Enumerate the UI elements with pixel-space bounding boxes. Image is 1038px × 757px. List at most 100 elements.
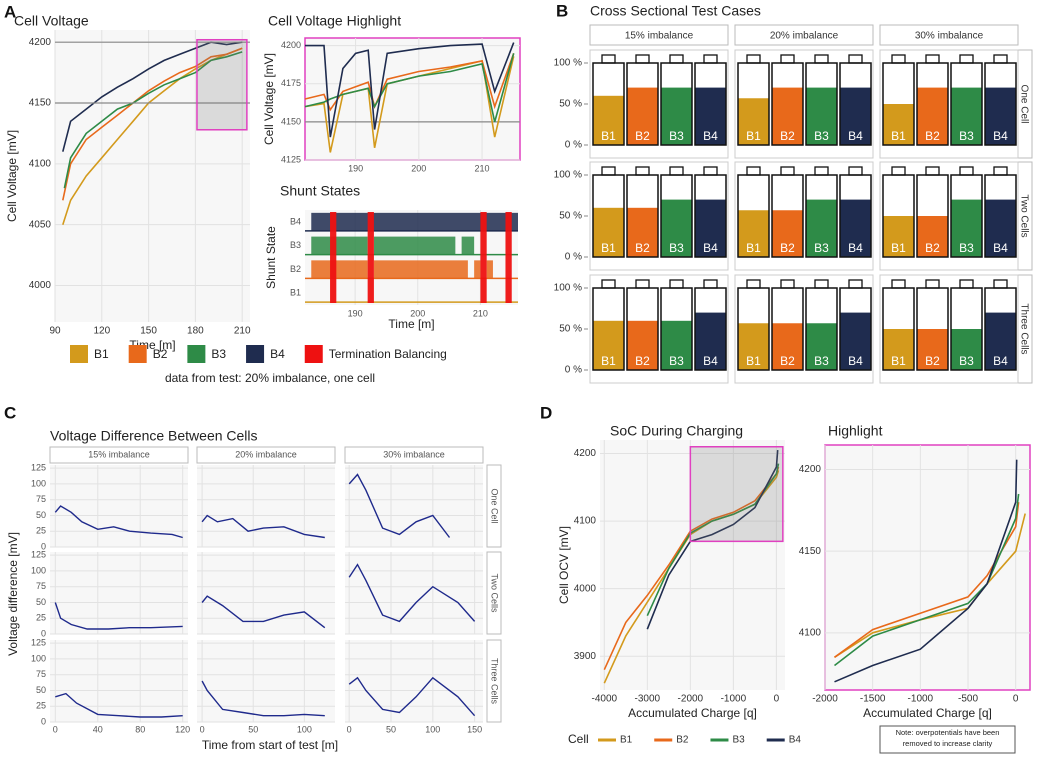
battery-fill (738, 98, 769, 145)
battery-cap (601, 54, 616, 64)
battery-cap (669, 279, 684, 289)
battery-cap (959, 166, 974, 176)
x-tick-label: 0 (200, 724, 205, 734)
battery-label: B4 (848, 354, 863, 368)
line (201, 680, 325, 717)
y-tick-label: B1 (290, 288, 301, 298)
battery-label: B2 (635, 354, 650, 368)
battery-body (694, 174, 727, 258)
legend-swatch (246, 345, 265, 363)
legend-label: B2 (676, 735, 689, 746)
y-tick-label: 0 (41, 541, 46, 551)
battery-fill (661, 320, 692, 370)
strip (344, 446, 484, 464)
y-tick-label: 0 % (565, 365, 582, 376)
battery-cap (891, 166, 906, 176)
legend-label: Termination Balancing (329, 347, 447, 361)
battery-body (839, 62, 872, 146)
y-tick-label: 4000 (29, 280, 52, 291)
battery-cap (746, 54, 761, 64)
battery-body (839, 174, 872, 258)
y-tick-label: 4150 (281, 116, 301, 126)
strip (734, 24, 874, 46)
y-tick-label: 4200 (799, 464, 822, 475)
battery-fill (772, 210, 803, 257)
y-tick-label: 100 (31, 653, 46, 663)
x-tick-label: 200 (410, 308, 425, 318)
y-axis-label: Voltage difference [mV] (6, 532, 20, 656)
battery-fill (883, 329, 914, 370)
battery-fill (917, 87, 948, 145)
x-tick-label: 210 (475, 163, 490, 173)
y-tick-label: 25 (36, 701, 46, 711)
x-tick-label: 100 (425, 724, 440, 734)
battery-fill (951, 329, 982, 370)
battery-fill (593, 320, 624, 370)
chart-title: Cell Voltage Highlight (268, 13, 401, 29)
battery-body (694, 287, 727, 371)
battery-fill (806, 323, 837, 370)
column-label: 30% imbalance (383, 449, 445, 459)
battery-cap (993, 166, 1008, 176)
y-tick-label: 50 % (559, 324, 582, 335)
battery-cap (848, 54, 863, 64)
shunt-interval (486, 260, 493, 279)
battery-body (771, 287, 804, 371)
y-tick-label: 75 (36, 581, 46, 591)
panel-label: C (4, 403, 16, 422)
highlight-box (196, 38, 248, 131)
battery-label: B4 (848, 241, 863, 255)
battery-label: B1 (891, 129, 906, 143)
battery-label: B3 (669, 129, 684, 143)
plot-background (55, 30, 250, 322)
strip (49, 446, 189, 464)
y-tick-label: 50 % (559, 211, 582, 222)
plot-background (600, 440, 785, 690)
battery-label: B4 (993, 354, 1008, 368)
line (348, 676, 476, 717)
battery-cap (669, 166, 684, 176)
battery-fill (738, 210, 769, 257)
facet-background (345, 465, 483, 547)
battery-label: B4 (848, 129, 863, 143)
battery-cap (703, 54, 718, 64)
battery-label: B4 (703, 241, 718, 255)
shunt-interval (311, 212, 518, 231)
battery-cap (635, 54, 650, 64)
legend-label: B3 (732, 735, 745, 746)
line (834, 493, 1020, 667)
y-axis-label: Cell Voltage [mV] (5, 130, 19, 222)
legend-swatch (304, 345, 323, 363)
legend-label: B1 (620, 735, 633, 746)
plot-background (304, 37, 521, 161)
y-tick-label: 4150 (799, 546, 822, 557)
battery-fill (627, 207, 658, 257)
line (63, 51, 243, 189)
legend-swatch (187, 345, 206, 363)
line (305, 42, 515, 138)
x-tick-label: -2000 (812, 694, 838, 705)
battery-fill (883, 104, 914, 145)
y-tick-label: 50 (36, 510, 46, 520)
legend-label: B4 (789, 735, 802, 746)
battery-fill (806, 87, 837, 145)
line (834, 459, 1018, 683)
y-tick-label: B3 (290, 240, 301, 250)
y-tick-label: B2 (290, 264, 301, 274)
battery-fill (951, 87, 982, 145)
y-axis-label: Cell Voltage [mV] (262, 53, 276, 145)
y-tick-label: 50 % (559, 99, 582, 110)
y-tick-label: 25 (36, 613, 46, 623)
x-tick-label: 120 (93, 326, 110, 337)
battery-cap (601, 166, 616, 176)
x-tick-label: 100 (297, 724, 312, 734)
y-tick-label: 125 (31, 638, 46, 648)
battery-label: B3 (669, 354, 684, 368)
column-label: 20% imbalance (770, 31, 839, 42)
battery-fill (840, 87, 871, 145)
battery-label: B3 (959, 241, 974, 255)
battery-fill (806, 199, 837, 257)
y-tick-label: 100 % (554, 283, 582, 294)
y-tick-label: 3900 (574, 651, 597, 662)
y-tick-label: 4150 (29, 98, 52, 109)
